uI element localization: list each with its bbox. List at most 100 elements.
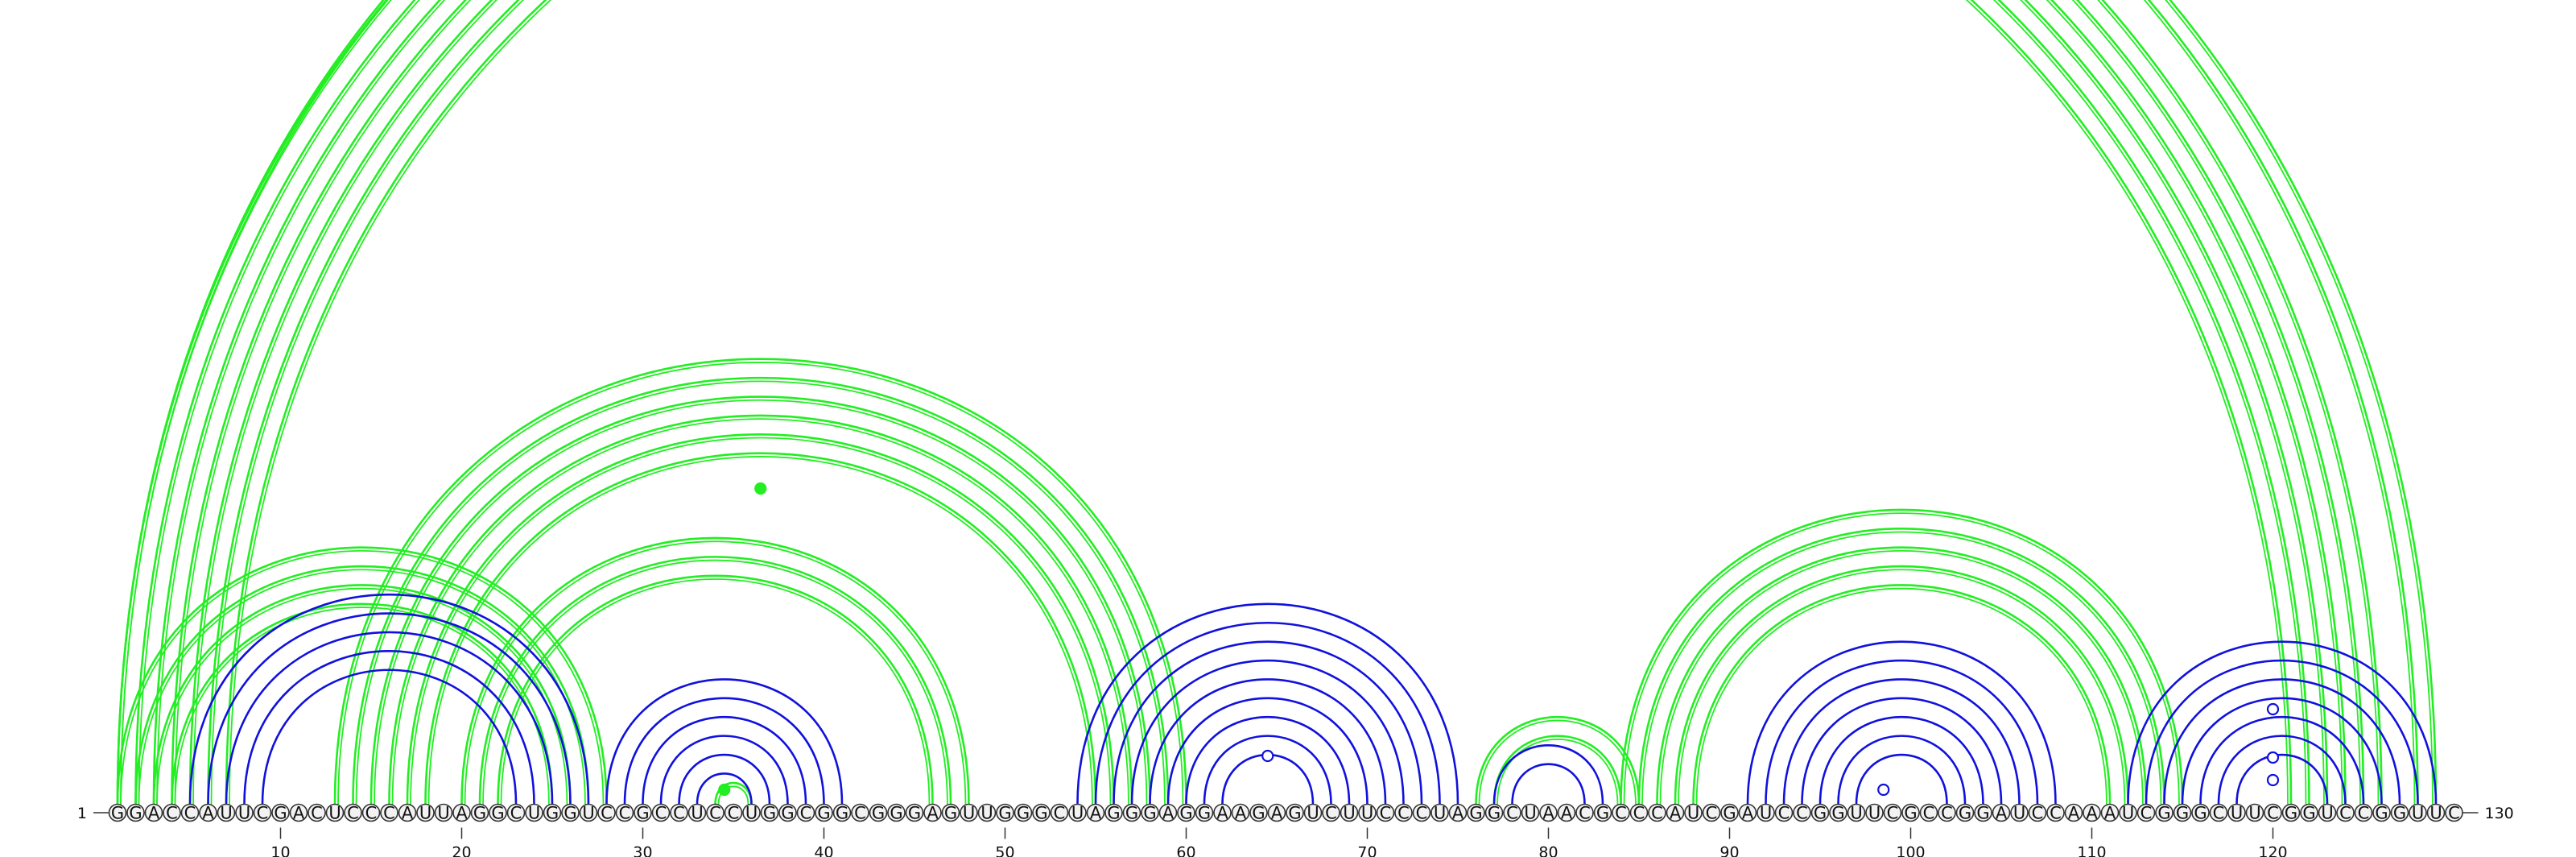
arc-marker-5	[2266, 773, 2280, 787]
nucleotide-circle	[489, 803, 507, 822]
nucleotide-letter: A	[1216, 804, 1228, 823]
green-arc-84-115	[1620, 508, 2184, 805]
nucleotide-102: C	[1938, 804, 1956, 823]
nucleotide-circle	[742, 803, 761, 822]
nucleotide-letter: A	[1235, 804, 1247, 823]
green-arc-inner-14-59	[355, 380, 1166, 805]
nucleotide-83: G	[1593, 804, 1612, 823]
nucleotide-26: G	[561, 803, 580, 823]
nucleotide-letter: A	[2086, 804, 2098, 823]
nucleotide-54: U	[1068, 804, 1087, 823]
nucleotide-17: A	[398, 804, 417, 823]
nucleotide-letter: U	[1343, 804, 1355, 823]
nucleotide-89: C	[1702, 804, 1721, 823]
blue-arc-32-37	[678, 753, 771, 805]
nucleotide-107: C	[2028, 804, 2047, 823]
nucleotide-circle	[1376, 803, 1395, 822]
blue-arc-7-25	[225, 631, 554, 805]
nucleotide-letter: C	[166, 804, 178, 823]
blue-arc-9-23	[261, 669, 518, 805]
nucleotide-letter: U	[745, 804, 758, 823]
nucleotide-letter: U	[1071, 804, 1084, 823]
nucleotide-circle	[561, 803, 580, 822]
green-arc-1-28	[116, 546, 608, 805]
nucleotide-circle	[308, 803, 326, 822]
nucleotide-circle	[2264, 803, 2282, 822]
nucleotide-letter: U	[1307, 804, 1319, 823]
position-ticks: 10 20 30 40 50 60 70 80 90 100 110 120	[270, 827, 2288, 857]
nucleotide-123: U	[2318, 804, 2337, 823]
nucleotide-48: U	[960, 803, 978, 823]
nucleotide-circle	[1974, 803, 1992, 822]
nucleotide-circle	[634, 803, 652, 822]
green-arc-86-113	[1656, 546, 2148, 805]
nucleotide-38: G	[778, 804, 797, 823]
arc-marker-4	[1877, 783, 1890, 797]
blue-arc-118-123	[2235, 753, 2329, 805]
nucleotide-35: C	[724, 804, 743, 823]
nucleotide-127: G	[2390, 804, 2409, 823]
nucleotide-circle	[815, 803, 833, 822]
nucleotide-2: G	[126, 804, 145, 823]
green-arc-7-121	[225, 0, 2293, 805]
nucleotide-58: G	[1141, 803, 1159, 823]
nucleotide-letter: C	[2448, 804, 2460, 823]
blue-arc-33-36	[696, 772, 753, 805]
nucleotide-circle	[1503, 803, 1521, 822]
green-arc-inner-84-115	[1623, 512, 2180, 805]
nucleotide-letter: A	[1670, 804, 1682, 823]
nucleotide-letter: G	[872, 804, 885, 823]
blue-arc-96-103	[1837, 735, 1967, 805]
nucleotide-121: G	[2281, 803, 2301, 823]
nucleotide-circle	[1865, 803, 1884, 822]
nucleotide-circle	[199, 803, 217, 822]
nucleotide-circle	[1303, 803, 1323, 822]
nucleotide-circle	[1141, 803, 1159, 822]
nucleotide-10: G	[271, 804, 290, 823]
nucleotide-letter: C	[2050, 804, 2062, 823]
nucleotide-circle	[2119, 803, 2137, 822]
nucleotide-circle	[1774, 803, 1794, 822]
nucleotide-circle	[2281, 803, 2301, 822]
nucleotide-31: C	[651, 804, 671, 823]
nucleotide-letter: U	[691, 804, 703, 823]
nucleotide-circle	[2227, 803, 2246, 822]
green-arc-16-57	[388, 414, 1133, 805]
nucleotide-circle	[2191, 803, 2210, 822]
nucleotide-circle	[1249, 803, 1268, 822]
nucleotide-98: U	[1865, 803, 1884, 823]
nucleotide-letter: C	[2358, 804, 2370, 823]
nucleotide-letter: G	[1034, 804, 1047, 823]
nucleotide-letter: C	[2339, 804, 2351, 823]
arc-marker-7	[2266, 702, 2280, 716]
nucleotide-letter: G	[491, 804, 504, 823]
nucleotide-25: G	[543, 804, 562, 823]
green-arc-inner-21-47	[482, 559, 948, 805]
nucleotide-61: G	[1195, 804, 1214, 823]
nucleotide-11: A	[289, 804, 308, 823]
nucleotide-letter: C	[601, 804, 613, 823]
nucleotide-letter: C	[311, 804, 323, 823]
nucleotide-letter: G	[1959, 804, 1971, 823]
nucleotide-letter: U	[1524, 804, 1536, 823]
nucleotide-36: U	[742, 803, 761, 823]
nucleotide-3: A	[144, 804, 163, 823]
nucleotide-circle	[1648, 803, 1666, 822]
nucleotide-letter: U	[238, 804, 250, 823]
green-arc-inner-5-123	[192, 0, 2325, 805]
nucleotide-letter: G	[1252, 804, 1265, 823]
nucleotide-circle	[2245, 803, 2264, 822]
nucleotide-circle	[960, 803, 978, 822]
nucleotide-circle	[1738, 803, 1757, 822]
nucleotide-letter: G	[836, 804, 848, 823]
nucleotide-9: C	[253, 804, 272, 823]
nucleotide-letter: A	[2104, 804, 2116, 823]
nucleotide-letter: G	[1125, 804, 1138, 823]
nucleotide-letter: C	[184, 804, 196, 823]
nucleotide-letter: A	[2068, 804, 2080, 823]
nucleotide-105: A	[1992, 804, 2011, 823]
nucleotide-letter: C	[510, 804, 522, 823]
arc-marker-3	[1261, 749, 1274, 763]
blue-arc-91-108	[1746, 640, 2057, 805]
nucleotide-circle	[1050, 803, 1069, 822]
